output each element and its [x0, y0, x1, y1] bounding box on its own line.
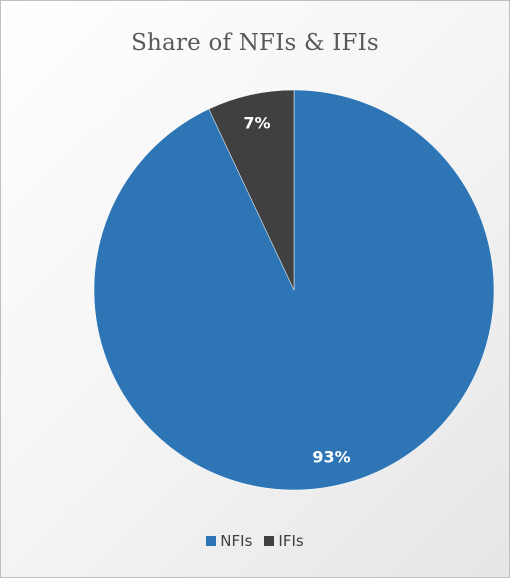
- legend-swatch-nfis: [206, 536, 217, 546]
- legend: NFIs IFIs: [0, 532, 510, 550]
- legend-swatch-ifis: [264, 536, 275, 546]
- legend-item-nfis: NFIs: [206, 532, 252, 550]
- legend-label-ifis: IFIs: [278, 532, 304, 550]
- pie-slices: [93, 89, 495, 491]
- legend-item-ifis: IFIs: [264, 532, 304, 550]
- pie-labels: 93% 7%: [243, 114, 350, 467]
- pie-slice-ifis: [208, 89, 295, 291]
- legend-label-nfis: NFIs: [220, 532, 253, 550]
- chart-title: Share of NFIs & IFIs: [131, 30, 379, 56]
- pie-label-ifis: 7%: [243, 114, 270, 133]
- pie-label-nfis: 93%: [312, 447, 350, 466]
